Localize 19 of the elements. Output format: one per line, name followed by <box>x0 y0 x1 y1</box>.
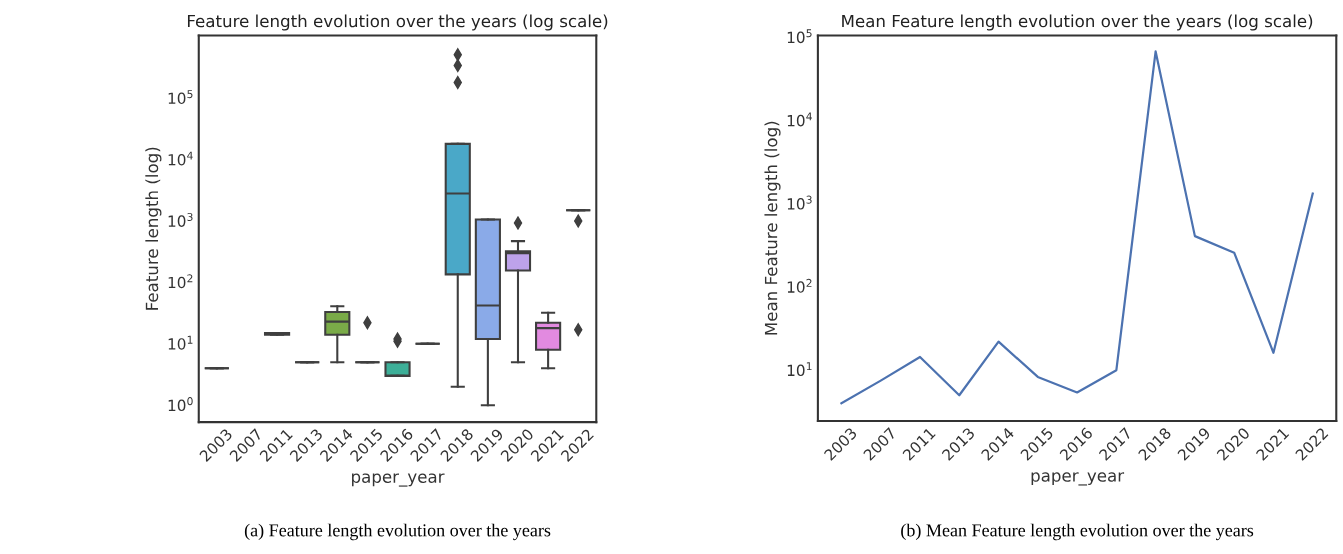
y-tick-label: 10$^{2}$ <box>168 274 193 289</box>
y-axis-title: Mean Feature length (log) <box>764 121 781 335</box>
y-tick-label: 10$^{3}$ <box>168 212 193 227</box>
y-tick-label: 10$^{3}$ <box>787 195 812 210</box>
x-axis-title: paper_year <box>352 473 445 487</box>
y-axis-title: Feature length (log) <box>145 147 162 310</box>
y-tick-label: 10$^{5}$ <box>168 90 193 105</box>
y-tick-label: 10$^{2}$ <box>787 278 812 293</box>
y-tick-label: 10$^{4}$ <box>168 151 193 166</box>
chart-title: Mean Feature length evolution over the years (log scale) <box>842 14 1313 31</box>
y-tick-label: 10$^{5}$ <box>787 29 812 44</box>
x-axis-title: paper_year <box>1031 472 1125 486</box>
y-tick-label: 10$^{4}$ <box>787 112 812 127</box>
chart-title: Feature length evolution over the years (log scale) <box>187 14 608 31</box>
y-tick-label: 10$^{0}$ <box>168 397 193 412</box>
text: (a) Feature length evolution over the years <box>244 523 551 541</box>
text: (b) Mean Feature length evolution over the years <box>901 523 1254 541</box>
y-tick-label: 10$^{1}$ <box>168 335 193 350</box>
y-tick-label: 10$^{1}$ <box>787 362 812 377</box>
